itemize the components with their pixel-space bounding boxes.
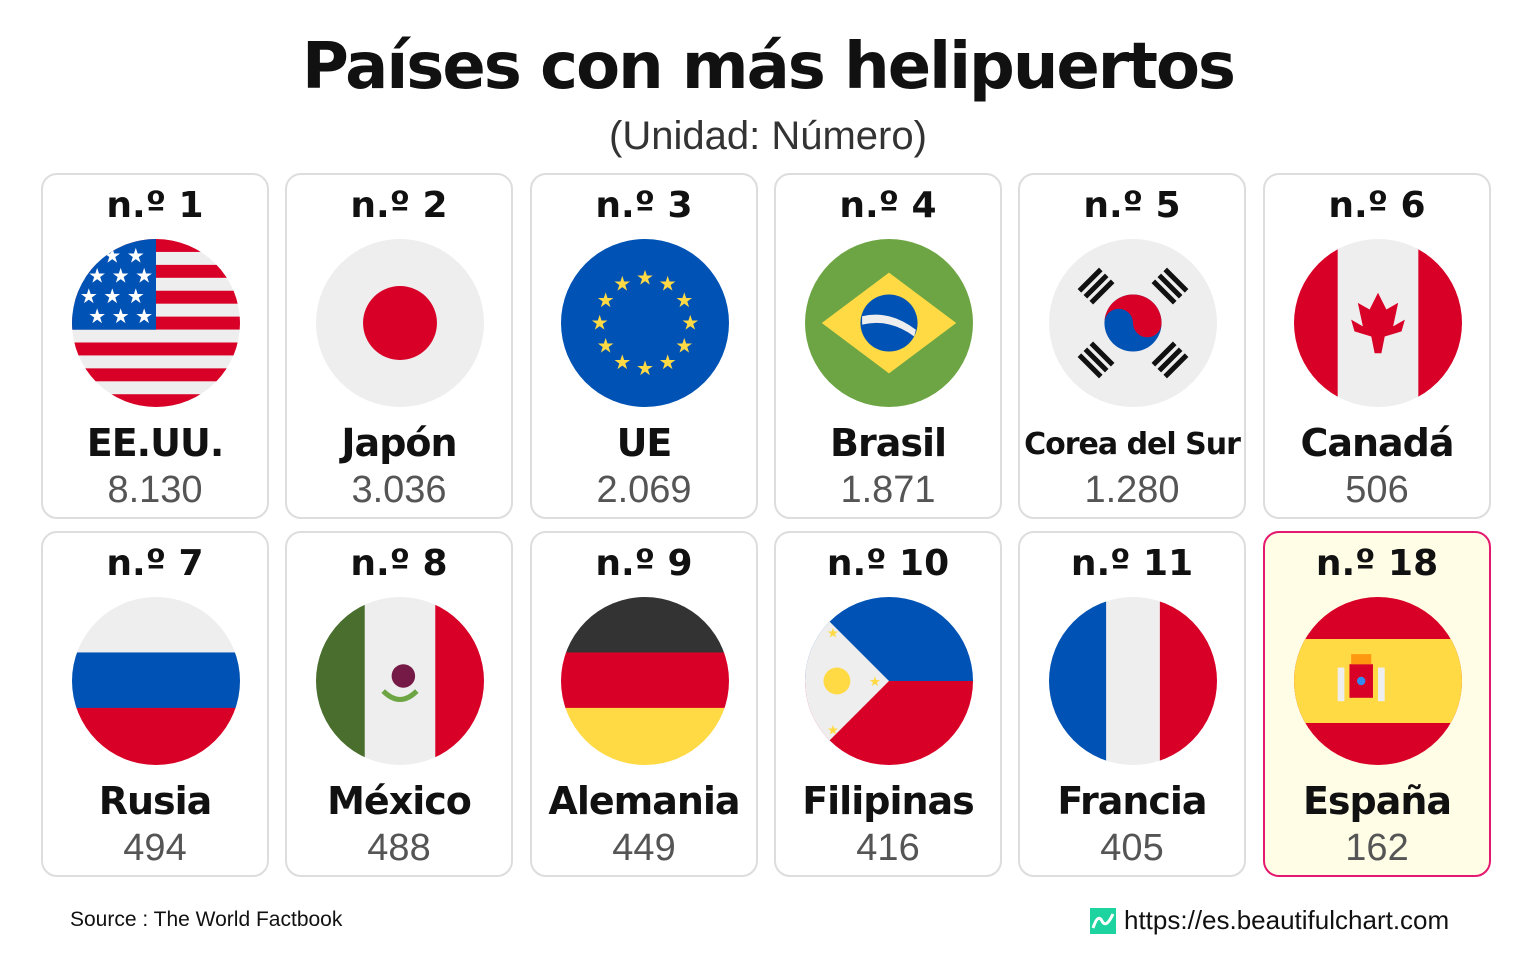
country-name: Rusia	[98, 779, 213, 823]
country-card: n.º 8 México 488	[285, 531, 513, 877]
france-flag-icon	[1049, 597, 1217, 765]
rank-label: n.º 3	[595, 185, 693, 226]
helipad-count: 488	[367, 827, 431, 869]
country-card: n.º 1 ★ ★ ★ ★ ★ ★ ★ ★ ★ ★ ★ ★ EE.UU. 8.130	[41, 173, 269, 519]
svg-text:★: ★	[659, 350, 677, 374]
usa-flag-icon: ★ ★ ★★ ★ ★★ ★ ★★ ★ ★	[72, 239, 240, 407]
svg-text:★: ★	[127, 244, 145, 268]
svg-text:★: ★	[135, 264, 153, 288]
country-card: n.º 10 ★ ★ ★ Filipinas 416	[774, 531, 1002, 877]
svg-text:★: ★	[597, 288, 615, 312]
brazil-flag-icon	[805, 239, 973, 407]
helipad-count: 3.036	[351, 469, 447, 511]
japan-flag-icon	[316, 239, 484, 407]
country-card: n.º 6 Canadá 506	[1263, 173, 1491, 519]
germany-flag-icon	[561, 597, 729, 765]
country-name: EE.UU.	[86, 421, 225, 465]
svg-text:★: ★	[827, 724, 839, 739]
svg-text:★: ★	[597, 333, 615, 357]
svg-text:★: ★	[636, 265, 654, 289]
svg-text:★: ★	[681, 311, 699, 335]
rank-label: n.º 4	[839, 185, 937, 226]
helipad-count: 1.871	[840, 469, 936, 511]
country-name: Filipinas	[802, 779, 975, 823]
svg-text:★: ★	[613, 350, 631, 374]
country-name: Alemania	[548, 779, 740, 823]
svg-text:★: ★	[80, 244, 98, 268]
country-card: n.º 3 ★ ★ ★ ★ ★ ★ ★ ★ ★ ★ ★ ★ UE 2.069	[530, 173, 758, 519]
country-name: España	[1302, 779, 1452, 823]
helipad-count: 8.130	[107, 469, 203, 511]
helipad-count: 1.280	[1084, 469, 1180, 511]
svg-text:★: ★	[112, 304, 130, 328]
helipad-count: 162	[1345, 827, 1409, 869]
rank-label: n.º 18	[1315, 543, 1439, 584]
rank-label: n.º 2	[350, 185, 448, 226]
helipad-count: 416	[856, 827, 920, 869]
philippines-flag-icon: ★ ★ ★	[805, 597, 973, 765]
svg-text:★: ★	[675, 288, 693, 312]
country-name: Canadá	[1300, 421, 1454, 465]
helipad-count: 449	[612, 827, 676, 869]
country-name: Corea del Sur	[1024, 427, 1241, 462]
canada-flag-icon	[1294, 239, 1462, 407]
country-card: n.º 4 Brasil 1.871	[774, 173, 1002, 519]
subtitle: (Unidad: Número)	[609, 114, 927, 158]
logo-icon	[1090, 907, 1116, 934]
site-link[interactable]: https://es.beautifulchart.com	[1090, 905, 1449, 936]
helipad-count: 506	[1345, 469, 1409, 511]
rank-label: n.º 9	[595, 543, 693, 584]
rank-label: n.º 11	[1070, 543, 1194, 584]
svg-text:★: ★	[80, 284, 98, 308]
country-card: n.º 5 Corea del Sur 1.280	[1018, 173, 1246, 519]
svg-text:★: ★	[88, 304, 106, 328]
page-title: Países con más helipuertos	[301, 30, 1236, 104]
country-card: n.º 9 Alemania 449	[530, 531, 758, 877]
svg-text:★: ★	[659, 271, 677, 295]
svg-text:★: ★	[127, 284, 145, 308]
eu-flag-icon: ★★★★★★★★★ ★ ★★	[561, 239, 729, 407]
country-name: Japón	[341, 421, 457, 465]
rank-label: n.º 5	[1083, 185, 1181, 226]
rank-label: n.º 8	[350, 543, 448, 584]
helipad-count: 2.069	[596, 469, 692, 511]
svg-text:★: ★	[591, 311, 609, 335]
country-name: UE	[616, 421, 673, 465]
country-card: n.º 7 Rusia 494	[41, 531, 269, 877]
svg-text:★: ★	[88, 264, 106, 288]
russia-flag-icon	[72, 597, 240, 765]
rank-label: n.º 6	[1328, 185, 1426, 226]
svg-text:★: ★	[613, 271, 631, 295]
helipad-count: 405	[1100, 827, 1164, 869]
site-url: https://es.beautifulchart.com	[1124, 905, 1450, 935]
svg-text:★: ★	[869, 675, 881, 690]
rank-label: n.º 1	[106, 185, 204, 226]
svg-text:★: ★	[135, 304, 153, 328]
source-text: Source : The World Factbook	[70, 908, 343, 931]
svg-text:★: ★	[827, 626, 839, 641]
country-name: México	[327, 779, 472, 823]
country-card: n.º 18 España 162	[1263, 531, 1491, 877]
spain-flag-icon	[1294, 597, 1462, 765]
svg-text:★: ★	[675, 333, 693, 357]
svg-text:★: ★	[103, 284, 121, 308]
country-card: n.º 11 Francia 405	[1018, 531, 1246, 877]
rank-label: n.º 10	[826, 543, 950, 584]
svg-text:★: ★	[636, 356, 654, 380]
country-card: n.º 2 Japón 3.036	[285, 173, 513, 519]
rank-label: n.º 7	[106, 543, 204, 584]
country-name: Brasil	[829, 421, 947, 465]
south-korea-flag-icon	[1049, 239, 1217, 407]
country-name: Francia	[1057, 779, 1207, 823]
svg-text:★: ★	[112, 264, 130, 288]
helipad-count: 494	[123, 827, 187, 869]
mexico-flag-icon	[316, 597, 484, 765]
